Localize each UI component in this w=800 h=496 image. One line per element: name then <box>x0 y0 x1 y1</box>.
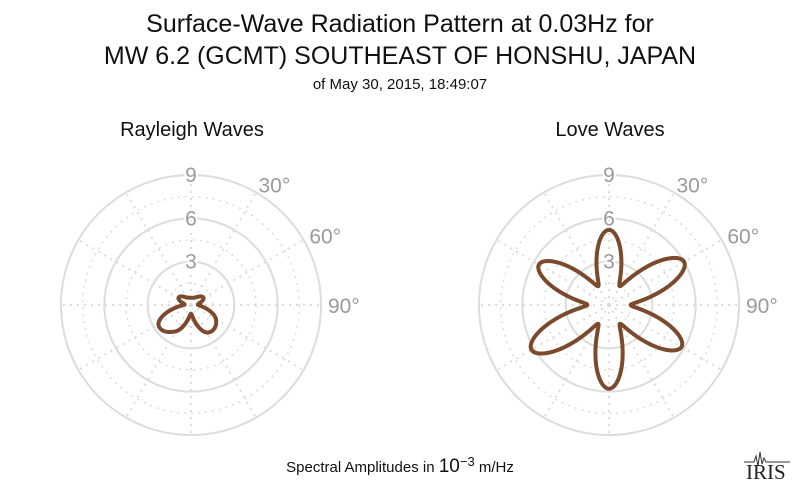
spoke-line <box>190 304 257 419</box>
radial-tick-label: 6 <box>603 207 615 230</box>
angle-tick-label: 30° <box>259 175 291 198</box>
spoke-line <box>190 304 305 371</box>
radial-tick-label: 9 <box>603 164 615 187</box>
angle-tick-label: 90° <box>746 295 778 318</box>
radial-tick-label: 3 <box>603 251 615 274</box>
grid-circle <box>564 260 654 350</box>
minor-circle <box>499 195 719 415</box>
caption-exponent: −3 <box>459 454 475 469</box>
angle-tick-label: 30° <box>677 175 709 198</box>
angle-tick-label: 60° <box>727 226 759 249</box>
angle-tick-label: 90° <box>328 295 360 318</box>
love-panel-title: Love Waves <box>555 119 665 141</box>
spoke-line <box>125 191 192 306</box>
caption-text: Spectral Amplitudes in <box>286 459 435 476</box>
minor-circle <box>81 195 301 415</box>
grid-circle <box>146 260 236 350</box>
spoke-line <box>495 239 610 306</box>
grid-circle <box>521 217 697 393</box>
axis-caption: Spectral Amplitudes in 10−3 m/Hz <box>0 454 800 478</box>
minor-circle <box>125 239 257 371</box>
iris-logo-text: IRIS <box>746 460 786 484</box>
radial-tick-label: 3 <box>185 251 197 274</box>
minor-circle <box>543 239 675 371</box>
minor-circle <box>168 282 214 328</box>
radial-tick-label: 9 <box>185 164 197 187</box>
spoke-line <box>608 239 723 306</box>
radiation-pattern-line <box>156 294 219 335</box>
spoke-line <box>190 239 305 306</box>
spoke-line <box>190 191 257 306</box>
radial-tick-label: 6 <box>185 207 197 230</box>
caption-base: 10 <box>438 456 460 477</box>
chart-title: Surface-Wave Radiation Pattern at 0.03Hz… <box>146 10 654 38</box>
grid-circle <box>60 174 322 436</box>
radiation-pattern-line <box>528 227 687 391</box>
spoke-line <box>77 239 192 306</box>
event-datetime: of May 30, 2015, 18:49:07 <box>312 76 488 93</box>
spoke-line <box>125 304 192 419</box>
angle-tick-label: 60° <box>309 226 341 249</box>
grid-circle <box>478 174 740 436</box>
rayleigh-panel-title: Rayleigh Waves <box>120 119 264 141</box>
iris-logo <box>744 451 790 467</box>
caption-unit: m/Hz <box>478 459 514 476</box>
grid-circle <box>103 217 279 393</box>
event-title: MW 6.2 (GCMT) SOUTHEAST OF HONSHU, JAPAN <box>103 42 697 70</box>
spoke-line <box>608 304 723 371</box>
